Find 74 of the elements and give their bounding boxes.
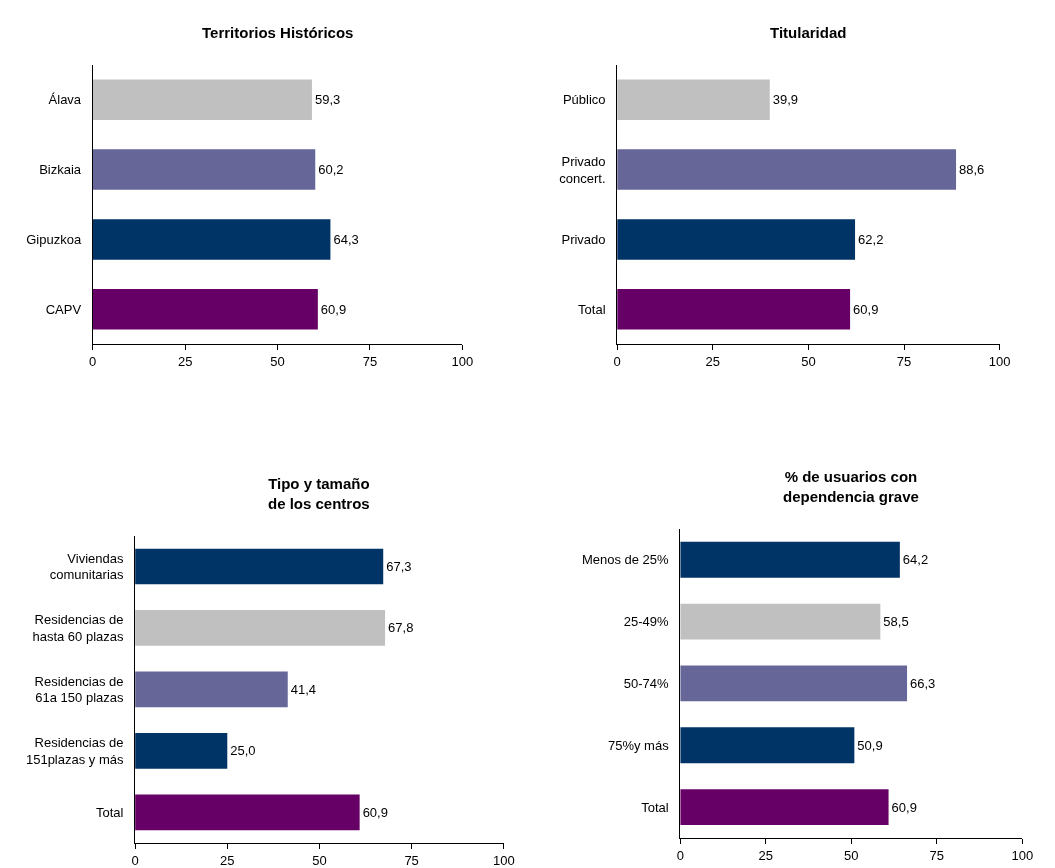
data-label: 88,6 [959, 162, 985, 178]
bar [135, 548, 384, 585]
x-tick-label: 50 [801, 353, 816, 369]
data-label: 41,4 [290, 681, 317, 697]
data-label: 60,9 [362, 804, 388, 820]
bar [135, 671, 288, 708]
x-tick-label: 75 [929, 847, 945, 863]
chart-title: Territorios Históricos [202, 24, 354, 41]
y-tick-label: Privado [561, 232, 606, 247]
y-tick-label: 25-49% [623, 614, 670, 630]
bar [617, 79, 770, 121]
y-tick-label: Bizkaia [39, 162, 82, 178]
bar [617, 219, 856, 260]
chart-title: % de usuarios con dependencia grave [783, 468, 919, 505]
y-tick-label: Total [578, 301, 606, 317]
y-tick-label: Menos de 25% [581, 552, 670, 568]
data-label: 66,3 [910, 675, 936, 691]
bar [617, 289, 851, 330]
data-label: 67,8 [388, 620, 414, 636]
data-label: 58,5 [883, 614, 909, 630]
chart-title: Titularidad [770, 24, 847, 41]
bar [617, 149, 957, 190]
y-tick-label: Residencias de 151plazas y más [25, 734, 124, 767]
x-tick-label: 25 [220, 852, 235, 868]
y-tick-label: 75%y más [607, 737, 670, 753]
y-tick-label: Viviendas comunitarias [49, 550, 124, 583]
bar [135, 610, 386, 646]
x-tick-label: 100 [1011, 847, 1034, 863]
x-tick-label: 100 [451, 353, 474, 369]
y-tick-label: Residencias de 61a 150 plazas [34, 673, 124, 706]
x-tick-label: 75 [404, 852, 419, 868]
y-tick-label: Residencias de hasta 60 plazas [32, 612, 124, 644]
bar [680, 789, 889, 826]
x-tick-label: 0 [613, 353, 621, 369]
data-label: 60,2 [318, 162, 344, 178]
bar [135, 733, 228, 769]
chart-title: Tipo y tamaño de los centros [268, 475, 370, 512]
x-tick-label: 25 [758, 847, 773, 863]
data-label: 59,3 [314, 92, 341, 108]
x-tick-label: 100 [492, 852, 515, 868]
y-tick-label: Total [96, 804, 124, 820]
data-label: 62,2 [858, 231, 884, 247]
y-tick-label: Gipuzkoa [26, 232, 82, 247]
x-tick-label: 25 [705, 353, 721, 369]
x-tick-label: 0 [131, 852, 139, 868]
data-label: 64,3 [333, 231, 359, 247]
x-tick-label: 75 [896, 353, 912, 369]
y-tick-label: Privado concert. [559, 153, 606, 186]
x-tick-label: 25 [177, 353, 193, 369]
y-tick-label: Álava [48, 92, 82, 108]
x-tick-label: 50 [844, 847, 859, 863]
x-tick-label: 0 [676, 847, 684, 863]
bar [680, 541, 900, 578]
x-tick-label: 50 [270, 353, 285, 369]
x-tick-label: 100 [988, 353, 1011, 369]
bar [680, 727, 855, 764]
data-label: 64,2 [902, 552, 929, 568]
y-tick-label: 50-74% [623, 675, 670, 691]
data-label: 25,0 [230, 743, 256, 759]
data-label: 60,9 [891, 799, 917, 815]
data-label: 60,9 [853, 301, 879, 317]
data-label: 50,9 [857, 737, 883, 753]
data-label: 39,9 [772, 92, 799, 108]
y-tick-label: CAPV [45, 301, 82, 317]
data-label: 60,9 [320, 301, 347, 317]
bar [135, 794, 360, 831]
data-label: 67,3 [386, 558, 412, 574]
bar [680, 603, 881, 640]
bar [680, 665, 908, 702]
y-tick-label: Total [641, 799, 669, 815]
x-tick-label: 50 [312, 852, 327, 868]
y-tick-label: Público [562, 92, 606, 108]
x-tick-label: 75 [362, 353, 378, 369]
x-tick-label: 0 [89, 353, 97, 369]
